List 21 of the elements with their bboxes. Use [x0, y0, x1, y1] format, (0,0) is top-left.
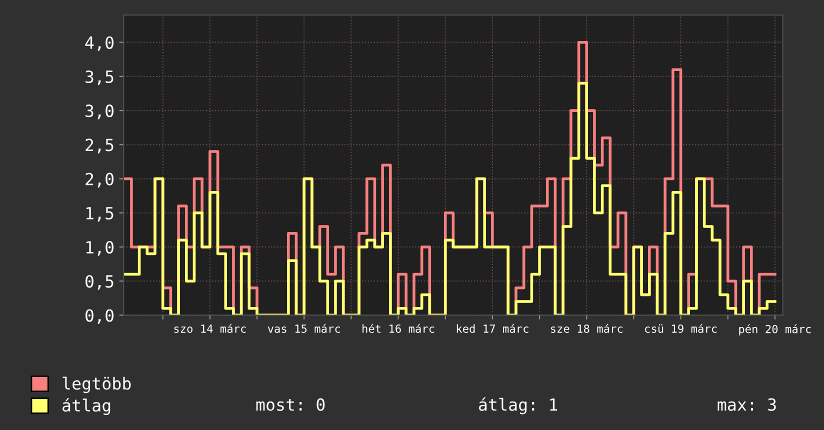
text: átlag: 1: [479, 397, 558, 414]
text: most: 0: [256, 398, 325, 411]
legend-label: legtöbb: [62, 376, 131, 394]
x-tick-label: csü 19 márc: [645, 324, 717, 333]
x-tick-label: ked 17 márc: [456, 324, 528, 333]
y-tick-label: 2,0: [86, 172, 114, 188]
y-tick-label: 3,5: [86, 70, 114, 86]
y-tick-label: 3,0: [86, 104, 114, 120]
x-tick-label: szo 14 márc: [174, 324, 246, 333]
x-tick-label: pén 20 márc: [739, 324, 811, 336]
text: max: 3: [718, 398, 776, 411]
x-tick-label: hét 16 márc: [362, 324, 434, 333]
x-tick-label: sze 18 márc: [550, 324, 622, 333]
y-tick-label: 1,0: [86, 240, 114, 256]
y-tick-label: 2,5: [86, 138, 114, 154]
y-tick-label: 1,5: [86, 207, 114, 222]
y-tick-label: 4,0: [85, 36, 114, 52]
y-tick-label: 0,5: [86, 275, 114, 290]
x-tick-label: vas 15 márc: [268, 324, 340, 333]
legend-label: átlag: [62, 398, 110, 415]
y-tick-label: 0,0: [86, 309, 114, 324]
